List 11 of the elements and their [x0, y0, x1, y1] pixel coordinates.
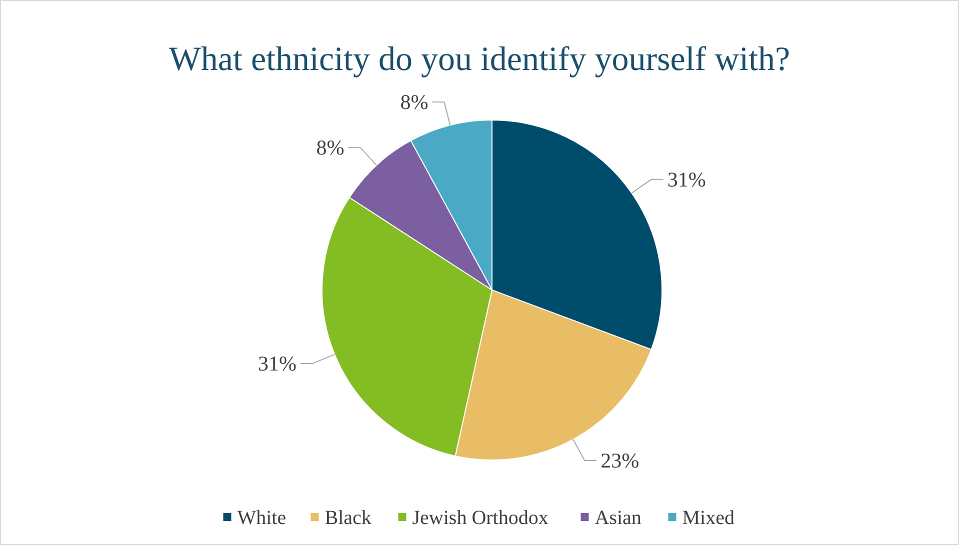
legend-label: Jewish Orthodox — [412, 507, 548, 529]
data-label: 23% — [600, 448, 640, 472]
legend-label: Mixed — [682, 507, 734, 529]
data-label: 31% — [258, 352, 296, 376]
legend-label: Asian — [594, 507, 642, 529]
data-label: 8% — [400, 90, 428, 114]
legend-label: White — [237, 507, 286, 529]
data-label: 31% — [667, 167, 706, 192]
data-label: 8% — [316, 136, 344, 160]
legend-label: Black — [324, 507, 372, 529]
chart-title: What ethnicity do you identify yourself with? — [168, 41, 790, 78]
